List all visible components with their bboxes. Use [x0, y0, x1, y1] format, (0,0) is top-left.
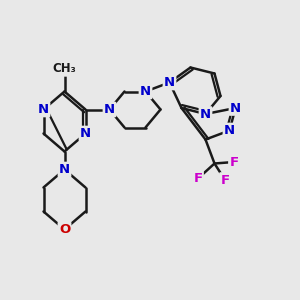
Text: N: N [230, 101, 241, 115]
Text: N: N [224, 124, 235, 137]
Text: N: N [59, 163, 70, 176]
Text: N: N [38, 103, 49, 116]
Text: O: O [59, 223, 70, 236]
Text: F: F [194, 172, 202, 185]
Text: N: N [200, 107, 211, 121]
Text: N: N [104, 103, 115, 116]
Text: F: F [230, 155, 238, 169]
Text: N: N [80, 127, 91, 140]
Text: CH₃: CH₃ [52, 62, 76, 76]
Text: F: F [220, 173, 230, 187]
Text: N: N [164, 76, 175, 89]
Text: N: N [140, 85, 151, 98]
